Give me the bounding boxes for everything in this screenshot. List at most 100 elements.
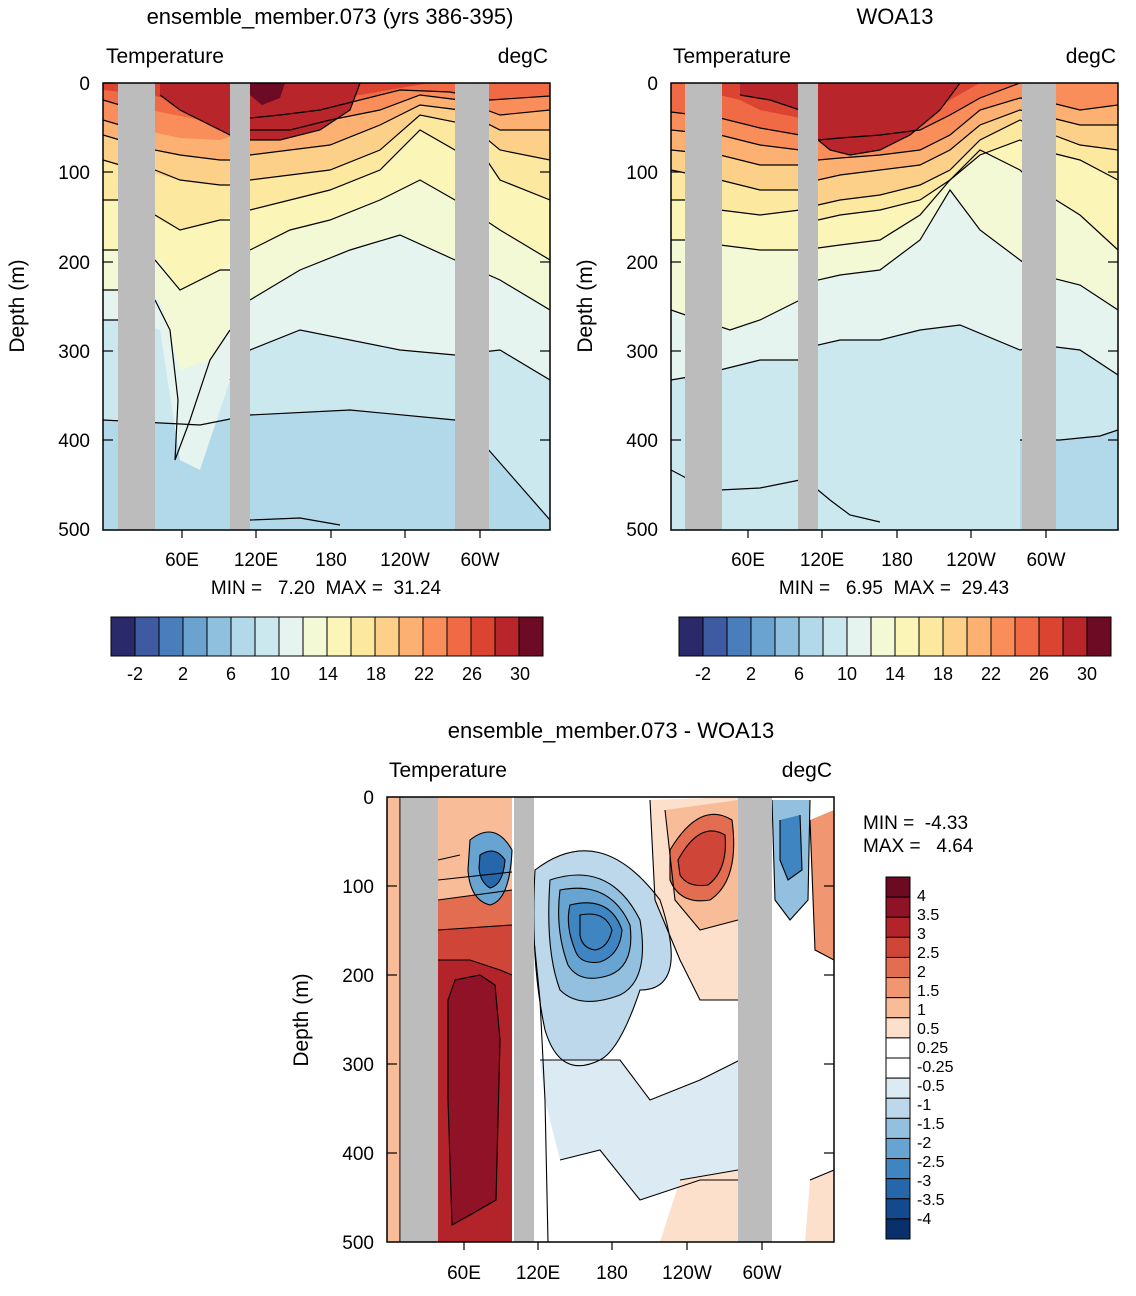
colorbar-swatch bbox=[846, 616, 872, 657]
y-axis-label: Depth (m) bbox=[574, 259, 597, 352]
cb-label: -2 bbox=[127, 664, 143, 684]
ytick-200: 200 bbox=[342, 966, 374, 987]
cb-label: 2.5 bbox=[917, 945, 939, 962]
panel-model-left-label: Temperature bbox=[106, 45, 224, 68]
colorbar-swatch bbox=[134, 616, 160, 657]
colorbar-swatch bbox=[885, 1178, 911, 1200]
panel-obs-right-label: degC bbox=[1066, 45, 1116, 68]
cb-label: 3 bbox=[917, 926, 926, 943]
colorbar-swatch bbox=[230, 616, 256, 657]
panel-diff-right-label: degC bbox=[782, 759, 832, 782]
colorbar-swatch bbox=[885, 1017, 911, 1039]
cb-label: 14 bbox=[885, 664, 905, 684]
colorbar-swatch bbox=[894, 616, 920, 657]
xtick-120e: 120E bbox=[516, 1263, 560, 1284]
colorbar-swatch bbox=[885, 1057, 911, 1079]
panel-diff-left-label: Temperature bbox=[389, 759, 507, 782]
cb-label: -2 bbox=[917, 1135, 931, 1152]
xtick-60e: 60E bbox=[731, 550, 765, 571]
cold-bias-pacific-deep bbox=[540, 1060, 740, 1200]
colorbar-swatch bbox=[885, 956, 911, 979]
colorbar-swatch bbox=[302, 616, 328, 657]
warm-pool-30 bbox=[160, 83, 360, 140]
land-mask-maritime-continent bbox=[514, 797, 534, 1242]
cb-label: 4 bbox=[917, 888, 926, 905]
cold-bias-pacific-4 bbox=[568, 902, 622, 963]
cb-label: -2 bbox=[695, 664, 711, 684]
warm-pool-32 bbox=[250, 83, 285, 105]
panel-model-field bbox=[103, 83, 550, 530]
panel-diff-ticks bbox=[387, 885, 834, 1250]
colorbar-swatch bbox=[990, 616, 1016, 657]
cb-label: -3.5 bbox=[917, 1192, 945, 1209]
xtick-120w: 120W bbox=[662, 1263, 712, 1284]
colorbar-swatch bbox=[726, 616, 752, 657]
ytick-300: 300 bbox=[342, 1055, 374, 1076]
y-axis-label: Depth (m) bbox=[290, 973, 313, 1066]
colorbar-swatch bbox=[422, 616, 448, 657]
colorbar-swatch bbox=[885, 977, 911, 999]
cb-label: 2 bbox=[917, 964, 926, 981]
xtick-60w: 60W bbox=[742, 1263, 781, 1284]
colorbar-swatch bbox=[885, 1037, 911, 1059]
colorbar-diff-labels: 4 3.5 3 2.5 2 1.5 1 0.5 0.25 -0.25 -0.5 … bbox=[917, 888, 954, 1228]
cb-label: 18 bbox=[366, 664, 386, 684]
land-mask-africa bbox=[401, 797, 438, 1242]
cb-label: 1.5 bbox=[917, 983, 939, 1000]
cb-label: -4 bbox=[917, 1211, 931, 1228]
panel-obs-field bbox=[671, 83, 1118, 530]
colorbar-swatch bbox=[885, 997, 911, 1019]
panel-diff-stats-min: MIN = -4.33 bbox=[863, 813, 968, 834]
cb-label: 30 bbox=[1077, 664, 1097, 684]
panel-model-frame bbox=[102, 82, 551, 531]
colorbar-swatch bbox=[206, 616, 232, 657]
panel-model-right-label: degC bbox=[498, 45, 548, 68]
warm-bias-indian-5 bbox=[448, 975, 500, 1225]
panel-diff-stats-max: MAX = 4.64 bbox=[863, 836, 974, 857]
cb-label: 18 bbox=[933, 664, 953, 684]
cb-label: 2 bbox=[746, 664, 756, 684]
ytick-100: 100 bbox=[58, 163, 90, 184]
xtick-180: 180 bbox=[596, 1263, 628, 1284]
colorbar-swatch bbox=[885, 916, 911, 938]
xtick-180: 180 bbox=[315, 550, 347, 571]
ytick-400: 400 bbox=[58, 431, 90, 452]
panel-obs-ticks bbox=[671, 171, 1118, 538]
colorbar-swatch bbox=[1086, 616, 1112, 657]
panel-model-title: ensemble_member.073 (yrs 386-395) bbox=[147, 4, 514, 29]
cb-label: 22 bbox=[981, 664, 1001, 684]
colorbar-swatch bbox=[1014, 616, 1040, 657]
cb-label: 10 bbox=[837, 664, 857, 684]
cb-label: 0.5 bbox=[917, 1021, 939, 1038]
panel-obs-stats: MIN = 6.95 MAX = 29.43 bbox=[779, 578, 1009, 599]
cb-label: 6 bbox=[226, 664, 236, 684]
land-mask-americas bbox=[455, 83, 489, 530]
xtick-120w: 120W bbox=[946, 550, 996, 571]
colorbar-swatch bbox=[110, 616, 136, 657]
colorbar-obs bbox=[678, 616, 1112, 657]
ytick-200: 200 bbox=[626, 253, 658, 274]
panel-obs: WOA13 Temperature degC bbox=[574, 4, 1119, 684]
colorbar-swatch bbox=[885, 1097, 911, 1119]
colorbar-swatch bbox=[518, 616, 544, 657]
ytick-500: 500 bbox=[626, 520, 658, 541]
cb-label: 3.5 bbox=[917, 907, 939, 924]
ytick-400: 400 bbox=[342, 1144, 374, 1165]
colorbar-swatch bbox=[822, 616, 848, 657]
colorbar-swatch bbox=[885, 1198, 911, 1220]
ytick-0: 0 bbox=[363, 788, 374, 809]
cb-label: 1 bbox=[917, 1002, 926, 1019]
colorbar-swatch bbox=[494, 616, 520, 657]
colorbar-swatch bbox=[446, 616, 472, 657]
ytick-200: 200 bbox=[58, 253, 90, 274]
colorbar-swatch bbox=[966, 616, 992, 657]
colorbar-swatch bbox=[350, 616, 376, 657]
colorbar-swatch bbox=[885, 896, 911, 918]
land-mask-maritime-continent bbox=[230, 83, 250, 530]
ytick-300: 300 bbox=[58, 342, 90, 363]
land-mask-americas bbox=[1022, 83, 1056, 530]
cb-label: 6 bbox=[794, 664, 804, 684]
cb-label: 22 bbox=[414, 664, 434, 684]
ytick-500: 500 bbox=[58, 520, 90, 541]
cb-label: 10 bbox=[270, 664, 290, 684]
